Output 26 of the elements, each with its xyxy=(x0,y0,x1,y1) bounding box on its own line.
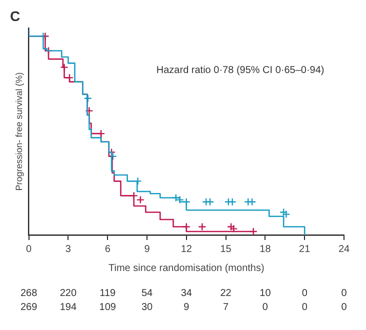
point xyxy=(279,208,288,216)
x-tick-label: 6 xyxy=(104,244,111,255)
y-axis-title: Progression- free survival (%) xyxy=(14,72,24,191)
x-tick-label: 18 xyxy=(260,244,272,255)
x-axis-title: Time since randomisation (months) xyxy=(108,262,264,274)
x-tick-label: 15 xyxy=(220,244,232,255)
point xyxy=(228,198,236,206)
point xyxy=(84,94,92,102)
x-tick-label: 24 xyxy=(338,244,350,255)
point xyxy=(206,198,214,206)
point xyxy=(85,106,94,115)
point xyxy=(282,210,290,218)
annotation: Hazard ratio 0·78 (95% CI 0·65–0·94) xyxy=(156,64,324,76)
x-tick-label: 3 xyxy=(65,244,72,255)
text: 269 194 109 30 9 7 0 0 0 xyxy=(20,302,347,313)
text: C xyxy=(10,8,20,24)
x-tick-label: 9 xyxy=(144,244,150,255)
text: 268 220 119 54 34 22 10 0 0 xyxy=(20,288,347,299)
point xyxy=(230,224,238,233)
point xyxy=(176,196,184,204)
x-tick-label: 0 xyxy=(26,244,32,255)
point xyxy=(248,198,256,206)
x-tick-label: 21 xyxy=(299,244,311,255)
point xyxy=(226,222,236,231)
point xyxy=(198,222,206,231)
x-tick-label: 12 xyxy=(180,244,192,255)
